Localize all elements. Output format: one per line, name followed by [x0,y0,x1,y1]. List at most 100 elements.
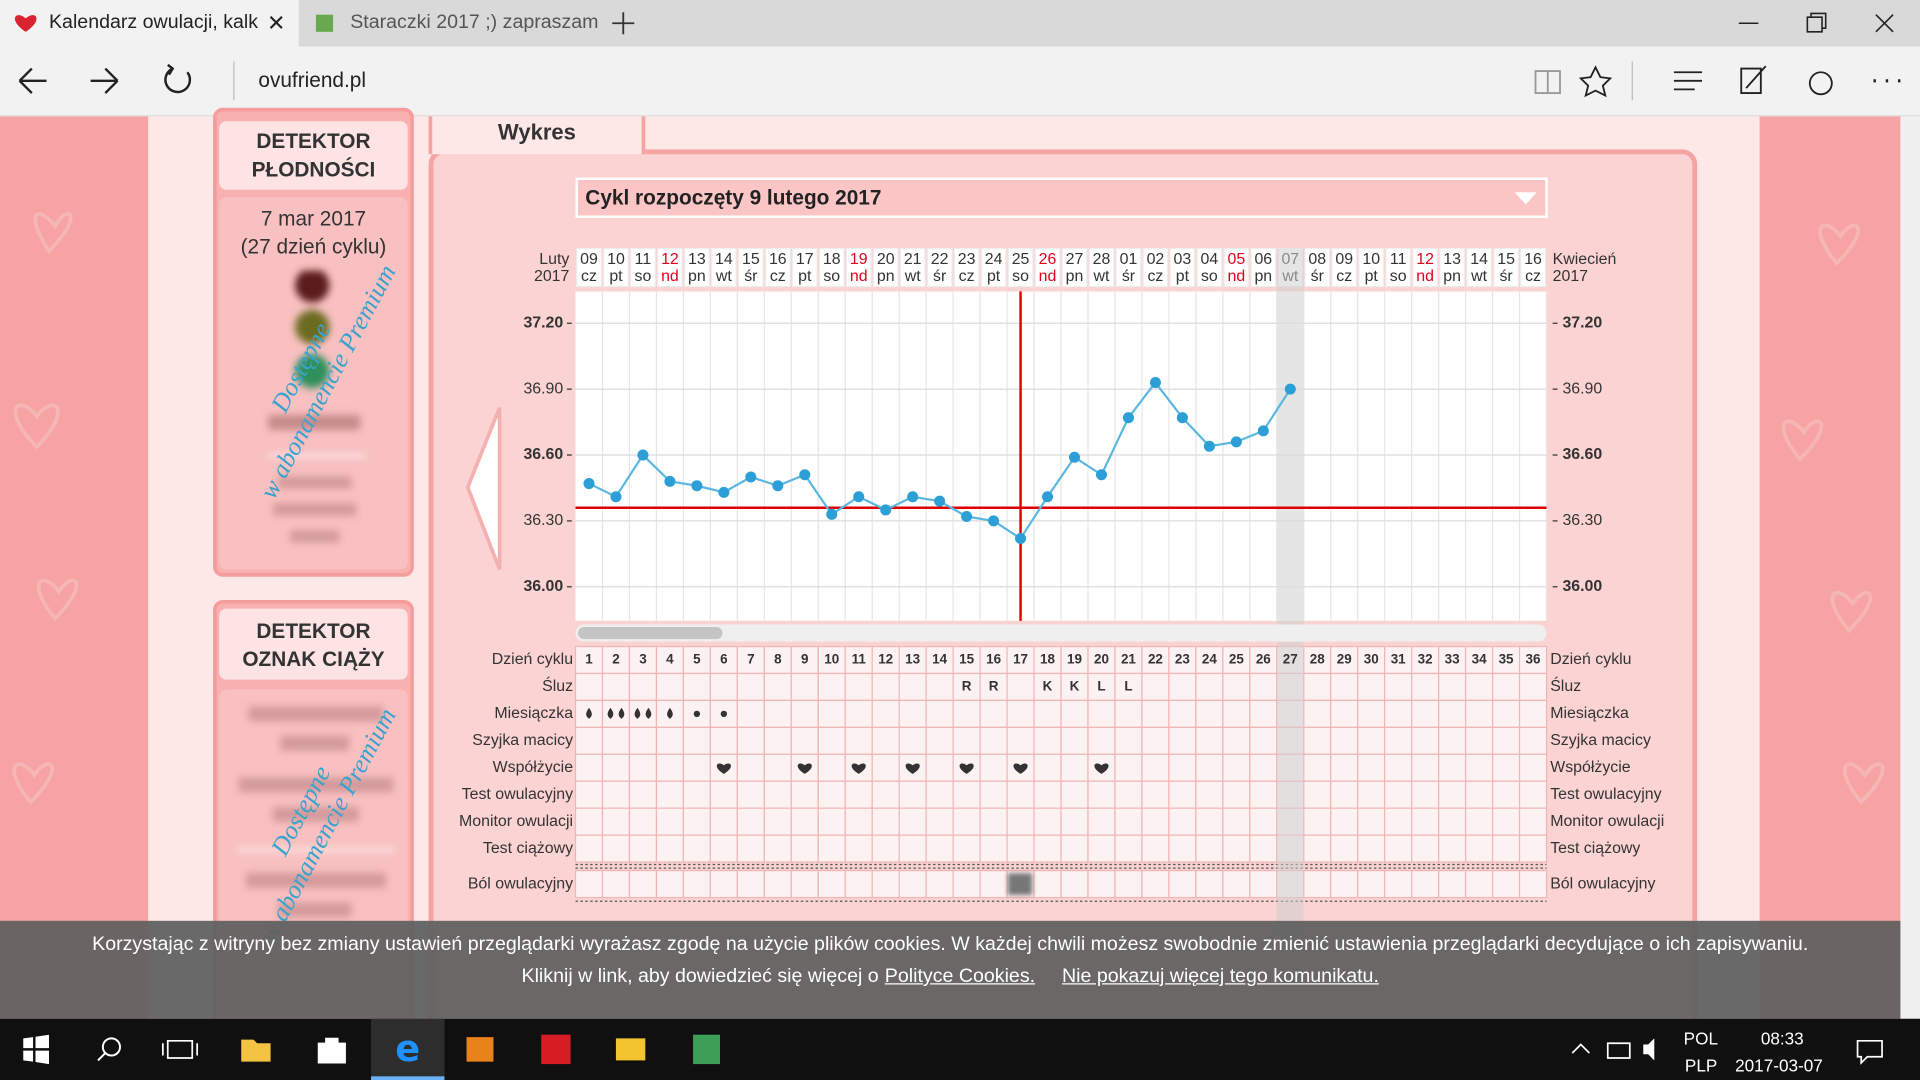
scrollbar[interactable] [1900,116,1920,1019]
table-cell [655,726,685,755]
tab-bar: Kalendarz owulacji, kalk ✕ Staraczki 201… [0,0,1920,47]
favorite[interactable] [1578,65,1613,98]
cycle-day: 29 [1337,652,1352,667]
date-label: 23 [958,251,976,268]
table-cell [1060,834,1089,863]
reading-view[interactable] [1534,70,1561,94]
address-bar: ovufriend.pl [0,46,1920,117]
table-cell [1141,780,1170,809]
cookie-policy-link[interactable]: Polityce Cookies. [884,966,1036,987]
table-cell [655,870,685,899]
table-cell [1249,834,1278,863]
table-cell [682,834,711,863]
explorer[interactable] [241,1039,271,1062]
cookie-banner: Korzystając z witryny bez zmiany ustawie… [0,920,1901,1019]
row-label-right: Dzień cyklu [1550,651,1631,668]
temperature-point [718,486,730,498]
new-tab[interactable] [610,10,637,37]
table-cell [1518,699,1548,728]
table-cell [1464,807,1494,836]
tab-icon [14,15,37,32]
app[interactable] [541,1034,571,1065]
table-cell [1438,834,1467,863]
search[interactable] [101,1037,121,1057]
refresh[interactable] [164,63,192,94]
cycle-day: 4 [666,652,674,667]
mail-app[interactable] [615,1038,646,1061]
x-axis-end-label: 2017 [1553,268,1589,285]
y2-tick-label: 36.30 [1562,512,1602,529]
web-note[interactable] [1740,65,1767,94]
chart-scroll-thumb[interactable] [577,626,723,640]
share[interactable] [1808,71,1833,96]
store[interactable] [317,1037,346,1064]
table-cell [601,672,631,702]
network[interactable] [1606,1042,1631,1059]
table-cell [655,834,685,863]
row-label-right: Monitor owulacji [1550,813,1664,830]
date-label: 10 [1362,251,1380,268]
table-cell [1438,780,1467,809]
back[interactable] [18,67,47,94]
date-label: 05 [1227,251,1245,268]
table-cell [1033,645,1062,675]
media-app[interactable] [466,1037,494,1062]
table-cell [574,726,604,755]
keyboard-layout[interactable]: PLP [1684,1055,1718,1076]
task-view[interactable] [162,1039,199,1059]
cycle-select[interactable]: Cykl rozpoczęty 9 lutego 2017 [575,177,1548,218]
prev-cycle-arrow[interactable] [465,407,502,571]
cookie-more: Kliknij w link, aby dowiedzieć się więce… [521,966,879,987]
table-cell [1114,699,1143,728]
table-cell [574,780,604,809]
tab[interactable]: Kalendarz owulacji, kalk ✕ [0,0,299,47]
y2-tick-label: 36.90 [1562,380,1602,397]
table-cell [1303,870,1332,899]
box-title: DETEKTOR [256,129,371,154]
cycle-day: 14 [932,652,947,667]
forward[interactable] [90,67,119,94]
language[interactable]: POL [1683,1028,1718,1049]
active-app[interactable] [371,1018,445,1080]
cycle-day: 13 [905,652,920,667]
table-cell [952,672,981,702]
hub[interactable] [1673,71,1703,91]
temperature-point [583,478,595,490]
intercourse-heart [1013,763,1028,774]
panel-tab[interactable]: Wykres [428,116,646,155]
tab[interactable]: Staraczki 2017 ;) zapraszam [301,0,600,47]
url[interactable]: ovufriend.pl [258,68,366,92]
clock-date[interactable]: 2017-03-07 [1735,1055,1823,1076]
tab-close[interactable]: ✕ [266,11,286,36]
clock-time[interactable]: 08:33 [1760,1028,1804,1049]
table-cell [817,834,846,863]
cycle-day: 15 [959,652,974,667]
table-cell [763,780,792,809]
date-label: 03 [1174,251,1192,268]
cycle-day: 27 [1283,652,1298,667]
box-body: 7 mar 2017 (27 dzień cyklu) [219,197,408,570]
table-cell [682,780,711,809]
table-cell [844,699,873,728]
table-cell [1060,726,1089,755]
cycle-day: 1 [585,652,593,667]
weekday-label: pn [1066,268,1084,285]
table-cell [898,726,927,755]
table-cell [1384,807,1413,836]
table-cell [1330,672,1359,702]
app[interactable] [693,1034,720,1065]
date-label: 16 [1524,251,1542,268]
table-cell [1168,753,1197,782]
table-cell [574,645,604,675]
date-label: 01 [1120,251,1138,268]
start[interactable] [23,1034,49,1065]
date-label: 28 [1093,251,1111,268]
table-cell [1033,870,1062,899]
notifications[interactable] [1856,1039,1883,1065]
window-controls[interactable] [1727,10,1911,37]
table-cell [655,807,685,836]
date-cell [818,247,845,288]
tray-expand[interactable] [1571,1043,1590,1054]
volume[interactable] [1643,1038,1655,1061]
cookie-dismiss-link[interactable]: Nie pokazuj więcej tego komunikatu. [1061,966,1379,987]
